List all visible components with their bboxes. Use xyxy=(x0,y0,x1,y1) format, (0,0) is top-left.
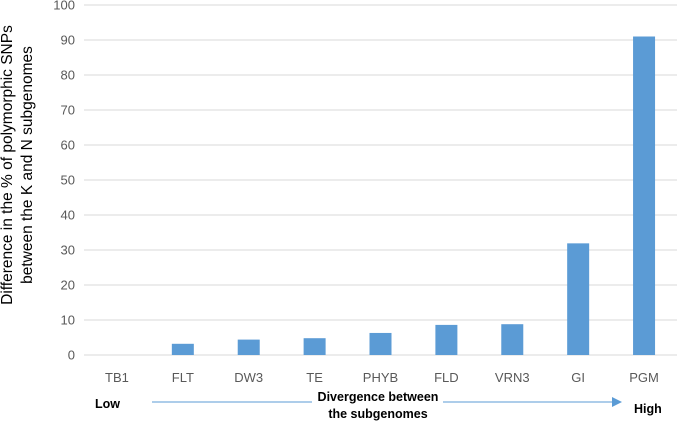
x-tick-label-dw3: DW3 xyxy=(234,370,263,385)
x-tick-label-fld: FLD xyxy=(434,370,459,385)
low-label: Low xyxy=(95,397,120,411)
y-axis-label-line-2: between the K and N subgenomes xyxy=(19,46,36,284)
y-tick-label: 20 xyxy=(61,278,75,293)
x-tick-label-flt: FLT xyxy=(172,370,194,385)
bar-gi xyxy=(567,243,590,355)
gridlines xyxy=(84,4,677,321)
divergence-label-line-2: the subgenomes xyxy=(328,407,427,421)
y-tick-label: 50 xyxy=(61,173,75,188)
bar-vrn3 xyxy=(501,324,524,355)
bar-fld xyxy=(435,324,458,355)
x-axis-categories: TB1 FLT DW3 TE PHYB FLD VRN3 GI PGM xyxy=(105,370,659,385)
x-tick-label-phyb: PHYB xyxy=(363,370,398,385)
x-tick-label-vrn3: VRN3 xyxy=(495,370,530,385)
bars xyxy=(171,36,656,355)
y-axis-label-line-1: Difference in the % of polymorphic SNPs xyxy=(0,25,16,305)
y-tick-label: 80 xyxy=(61,68,75,83)
bar-phyb xyxy=(369,332,392,355)
bar-flt xyxy=(171,343,194,355)
divergence-arrowhead xyxy=(612,397,622,407)
divergence-label-line-1: Divergence between xyxy=(318,390,439,404)
bar-pgm xyxy=(633,36,656,355)
bar-te xyxy=(303,338,326,355)
y-axis-ticks: 0 10 20 30 40 50 60 70 80 90 100 xyxy=(53,0,75,363)
y-tick-label: 60 xyxy=(61,138,75,153)
x-tick-label-tb1: TB1 xyxy=(105,370,129,385)
x-tick-label-gi: GI xyxy=(571,370,585,385)
x-tick-label-te: TE xyxy=(306,370,323,385)
y-tick-label: 10 xyxy=(61,313,75,328)
y-tick-label: 0 xyxy=(68,348,75,363)
y-tick-label: 100 xyxy=(53,0,75,13)
bar-dw3 xyxy=(237,339,260,355)
x-tick-label-pgm: PGM xyxy=(629,370,659,385)
y-tick-label: 70 xyxy=(61,103,75,118)
y-tick-label: 90 xyxy=(61,33,75,48)
high-label: High xyxy=(634,402,662,416)
y-tick-label: 40 xyxy=(61,208,75,223)
y-tick-label: 30 xyxy=(61,243,75,258)
